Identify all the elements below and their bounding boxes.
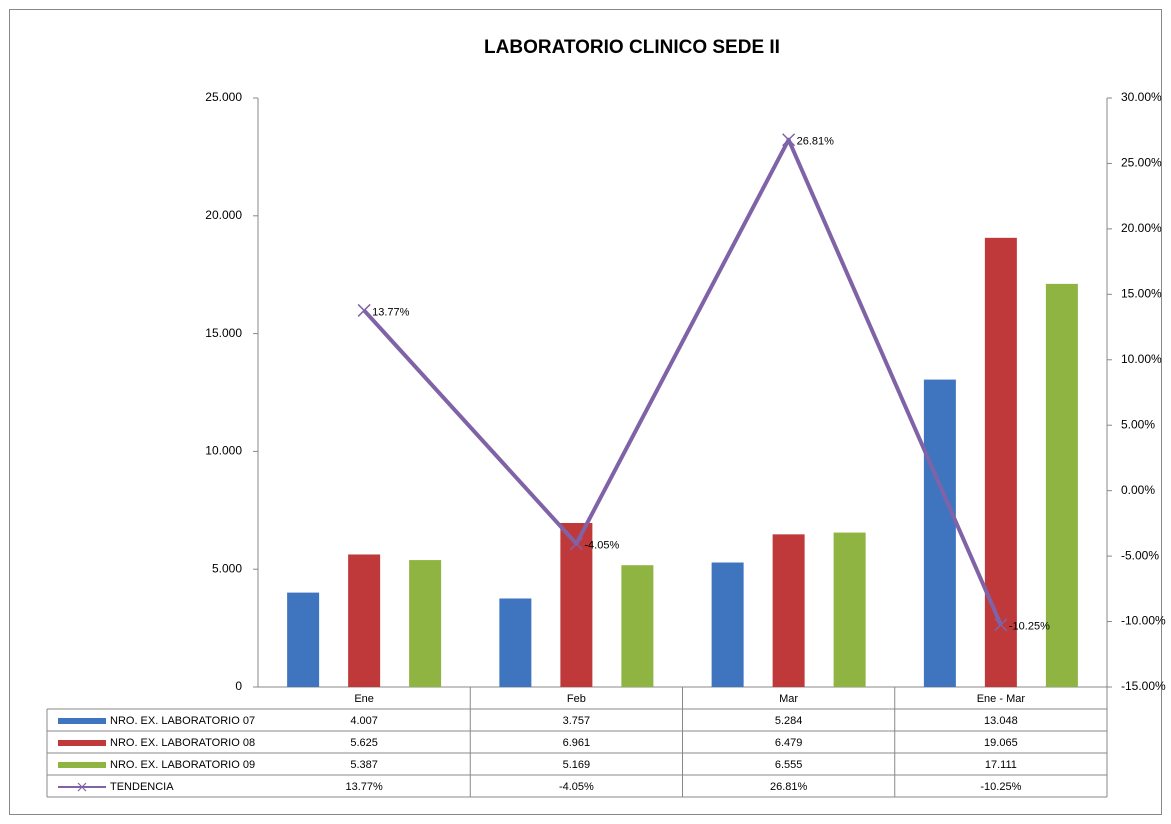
y2-tick-label: 20.00% [1121,221,1162,235]
y2-tick-label: 15.00% [1121,287,1162,301]
data-label: -4.05% [584,540,619,552]
table-cell: -10.25% [980,781,1021,793]
data-label: -10.25% [1009,621,1050,633]
y2-tick-label: 25.00% [1121,156,1162,170]
table-cell: 5.625 [350,737,378,749]
bar [560,522,593,687]
x-tick-label: Mar [779,693,798,705]
data-label: 26.81% [797,136,835,148]
table-cell: 5.387 [350,759,378,771]
table-cell: 19.065 [984,737,1018,749]
table-cell: 6.961 [563,737,591,749]
y2-tick-label: 5.00% [1121,417,1155,431]
bar [348,554,381,687]
table-cell: 13.048 [984,715,1018,727]
bar [833,532,866,687]
trend-marker [994,618,1008,632]
table-cell: 17.111 [985,759,1017,771]
y2-tick-label: -5.00% [1121,548,1159,562]
legend-label: NRO. EX. LABORATORIO 08 [110,737,255,749]
y2-tick-label: 0.00% [1121,483,1155,497]
x-tick-label: Feb [567,693,586,705]
x-tick-label: Ene [354,693,374,705]
table-cell: 26.81% [770,781,808,793]
legend-label: NRO. EX. LABORATORIO 09 [110,759,255,771]
y2-tick-label: 30.00% [1121,90,1162,104]
legend-label: NRO. EX. LABORATORIO 07 [110,715,255,727]
y2-tick-label: -15.00% [1121,679,1166,693]
table-cell: 6.479 [775,737,803,749]
legend-key [58,762,106,768]
y-tick-label: 20.000 [205,208,242,222]
y-tick-label: 5.000 [212,561,242,575]
x-tick-label: Ene - Mar [977,693,1026,705]
bar [287,592,320,687]
bar [499,598,532,687]
bar [1045,283,1078,687]
bar [772,534,805,687]
legend-label: TENDENCIA [110,781,174,793]
table-cell: 5.284 [775,715,803,727]
y2-tick-label: -10.00% [1121,614,1166,628]
table-cell: 6.555 [775,759,803,771]
chart-title: LABORATORIO CLINICO SEDE II [484,37,780,58]
table-cell: -4.05% [559,781,594,793]
legend-key [58,740,106,746]
trend-line [362,137,1003,626]
trend-marker [569,537,583,551]
legend-key [58,718,106,724]
legend-marker [77,782,87,792]
y2-tick-label: 10.00% [1121,352,1162,366]
y-tick-label: 0 [235,679,242,693]
bar [923,379,956,687]
table-cell: 5.169 [563,759,591,771]
trend-marker [782,133,796,147]
data-label: 13.77% [372,306,410,318]
y-tick-label: 15.000 [205,326,242,340]
table-cell: 4.007 [350,715,378,727]
bar [711,562,744,687]
table-cell: 13.77% [345,781,383,793]
bar [409,560,442,687]
bar [984,237,1017,687]
y-tick-label: 25.000 [205,90,242,104]
table-cell: 3.757 [563,715,591,727]
y-tick-label: 10.000 [205,444,242,458]
bar [621,565,654,687]
trend-marker [357,303,371,317]
